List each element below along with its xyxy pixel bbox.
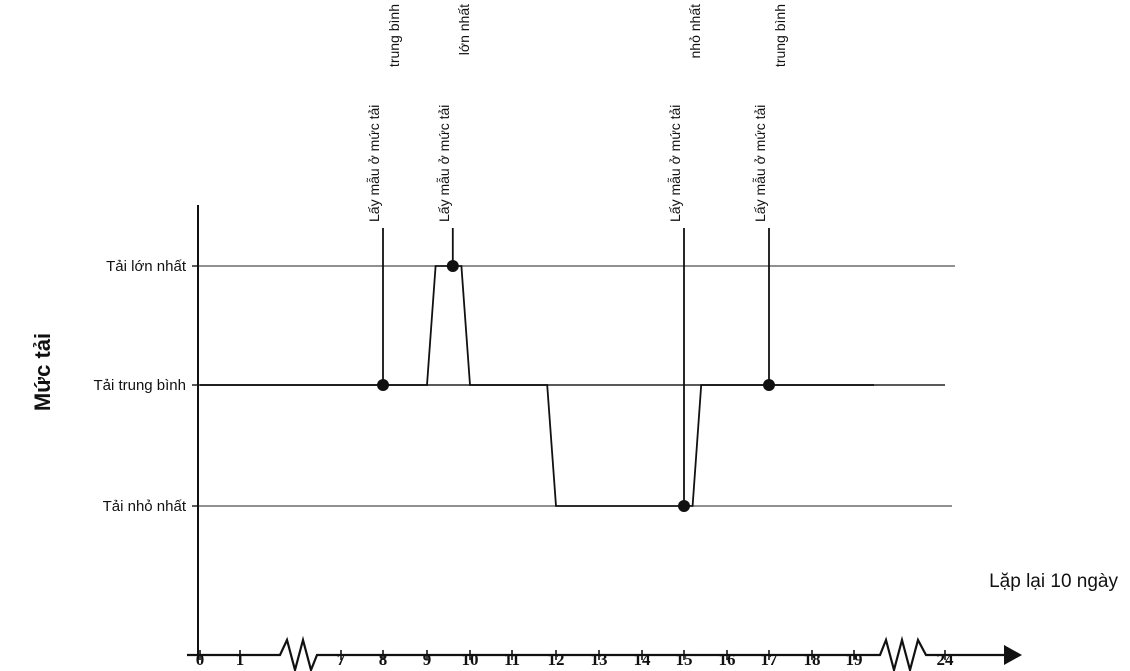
x-tick-label-1: 1	[236, 650, 245, 669]
level-label-avg: Tải trung bình	[93, 377, 186, 394]
chart-labels: Tải lớn nhất Tải trung bình Tải nhỏ nhất Mứ…	[30, 4, 1118, 669]
level-label-min: Tải nhỏ nhất	[103, 498, 187, 515]
sample-label-2-line-1: nhỏ nhất	[687, 4, 703, 59]
x-tick-label-8: 8	[379, 650, 388, 669]
x-tick-label-11: 11	[504, 650, 520, 669]
series-line-0	[200, 265, 874, 507]
sample-point-1	[446, 260, 459, 272]
sample-label-3-line-1: trung bình	[772, 4, 788, 67]
sample-label-0-line-1: trung bình	[386, 4, 402, 67]
sample-label-1-line-0: Lấy mẫu ở mức tải	[436, 105, 452, 222]
level-label-max: Tải lớn nhất	[106, 258, 187, 275]
x-tick-label-9: 9	[423, 650, 432, 669]
x-tick-label-15: 15	[676, 650, 693, 669]
load-series	[200, 265, 874, 507]
sample-point-2	[678, 500, 690, 512]
sample-point-0	[377, 379, 389, 391]
x-tick-label-0: 0	[196, 650, 205, 669]
sample-point-3	[763, 379, 775, 391]
sample-label-3-line-0: Lấy mẫu ở mức tải	[752, 105, 768, 222]
x-tick-label-18: 18	[804, 650, 821, 669]
sample-label-1-line-1: lớn nhất	[456, 4, 472, 55]
x-tick-label-10: 10	[462, 650, 479, 669]
x-axis-arrow	[1004, 645, 1022, 665]
x-tick-label-12: 12	[548, 650, 565, 669]
x-tick-label-19: 19	[846, 650, 863, 669]
x-tick-label-17: 17	[761, 650, 779, 669]
sample-label-2-line-0: Lấy mẫu ở mức tải	[667, 105, 683, 222]
axes	[187, 205, 1022, 671]
sample-label-0-line-0: Lấy mẫu ở mức tải	[366, 105, 382, 222]
x-tick-label-13: 13	[591, 650, 608, 669]
sample-markers	[377, 228, 775, 512]
x-tick-label-24: 24	[937, 650, 955, 669]
x-tick-label-14: 14	[634, 650, 652, 669]
y-axis-label: Mức tải	[30, 333, 55, 411]
x-tick-label-7: 7	[337, 650, 346, 669]
x-tick-label-16: 16	[719, 650, 736, 669]
level-gridlines	[192, 265, 955, 507]
repeat-annotation: Lặp lại 10 ngày	[989, 571, 1118, 592]
